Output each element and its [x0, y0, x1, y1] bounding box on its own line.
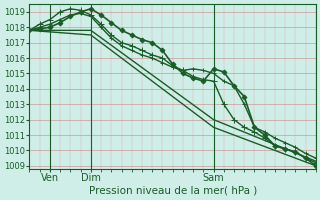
X-axis label: Pression niveau de la mer( hPa ): Pression niveau de la mer( hPa ) — [89, 186, 257, 196]
